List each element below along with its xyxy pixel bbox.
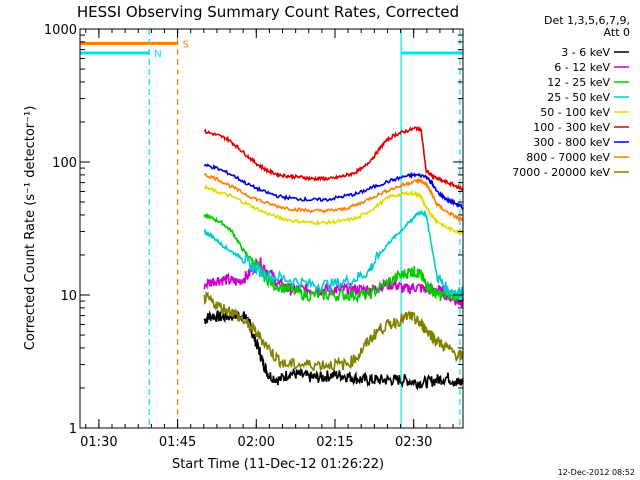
- legend-entry-label: 3 - 6 keV: [561, 46, 610, 59]
- y-tick-label: 1000: [44, 23, 77, 38]
- x-tick-label: 02:00: [238, 435, 275, 450]
- x-axis: 01:30 01:45 02:00 02:15 02:30: [80, 29, 454, 450]
- y-tick-label: 10: [60, 289, 77, 304]
- legend: Det 1,3,5,6,7,9,Att 0 3 - 6 keV 6 - 12 keV…: [512, 14, 630, 179]
- series-line-2: [203, 213, 464, 304]
- x-tick-label: 02:15: [316, 435, 353, 450]
- series-line-6: [203, 163, 464, 212]
- legend-header: Det 1,3,5,6,7,9,: [544, 14, 630, 27]
- series-line-8: [203, 291, 464, 372]
- vertical-markers: [148, 29, 461, 428]
- flag-label: N: [154, 49, 161, 60]
- x-tick-label: 01:45: [159, 435, 196, 450]
- x-axis-title: Start Time (11-Dec-12 01:26:22): [172, 457, 384, 472]
- series-line-7: [203, 173, 464, 223]
- legend-header: Att 0: [604, 26, 630, 39]
- series-line-3: [203, 209, 464, 300]
- timestamp-label: 12-Dec-2012 08:52: [558, 468, 635, 477]
- legend-entry-label: 100 - 300 keV: [533, 121, 610, 134]
- y-axis: 1 10 100 1000: [44, 23, 463, 437]
- y-axis-title: Corrected Count Rate (s⁻¹ detector⁻¹): [23, 106, 38, 351]
- y-tick-label: 100: [52, 156, 77, 171]
- series-line-0: [203, 310, 464, 391]
- flag-label: S: [183, 39, 189, 50]
- legend-entry-label: 6 - 12 keV: [554, 61, 610, 74]
- legend-entry-label: 300 - 800 keV: [533, 136, 610, 149]
- series-line-5: [203, 125, 464, 193]
- y-tick-label: 1: [69, 422, 77, 437]
- series-lines: [203, 125, 464, 391]
- plot-frame: [79, 28, 464, 429]
- legend-entry-label: 7000 - 20000 keV: [512, 166, 610, 179]
- legend-entry-label: 50 - 100 keV: [540, 106, 610, 119]
- x-tick-label: 01:30: [80, 435, 117, 450]
- series-line-4: [204, 183, 464, 235]
- mode-flags: SN: [80, 39, 463, 60]
- x-tick-label: 02:30: [395, 435, 432, 450]
- legend-entry-label: 800 - 7000 keV: [526, 151, 610, 164]
- legend-entry-label: 25 - 50 keV: [547, 91, 610, 104]
- series-line-1: [203, 257, 464, 308]
- chart-title: HESSI Observing Summary Count Rates, Cor…: [77, 3, 459, 21]
- legend-entry-label: 12 - 25 keV: [547, 76, 610, 89]
